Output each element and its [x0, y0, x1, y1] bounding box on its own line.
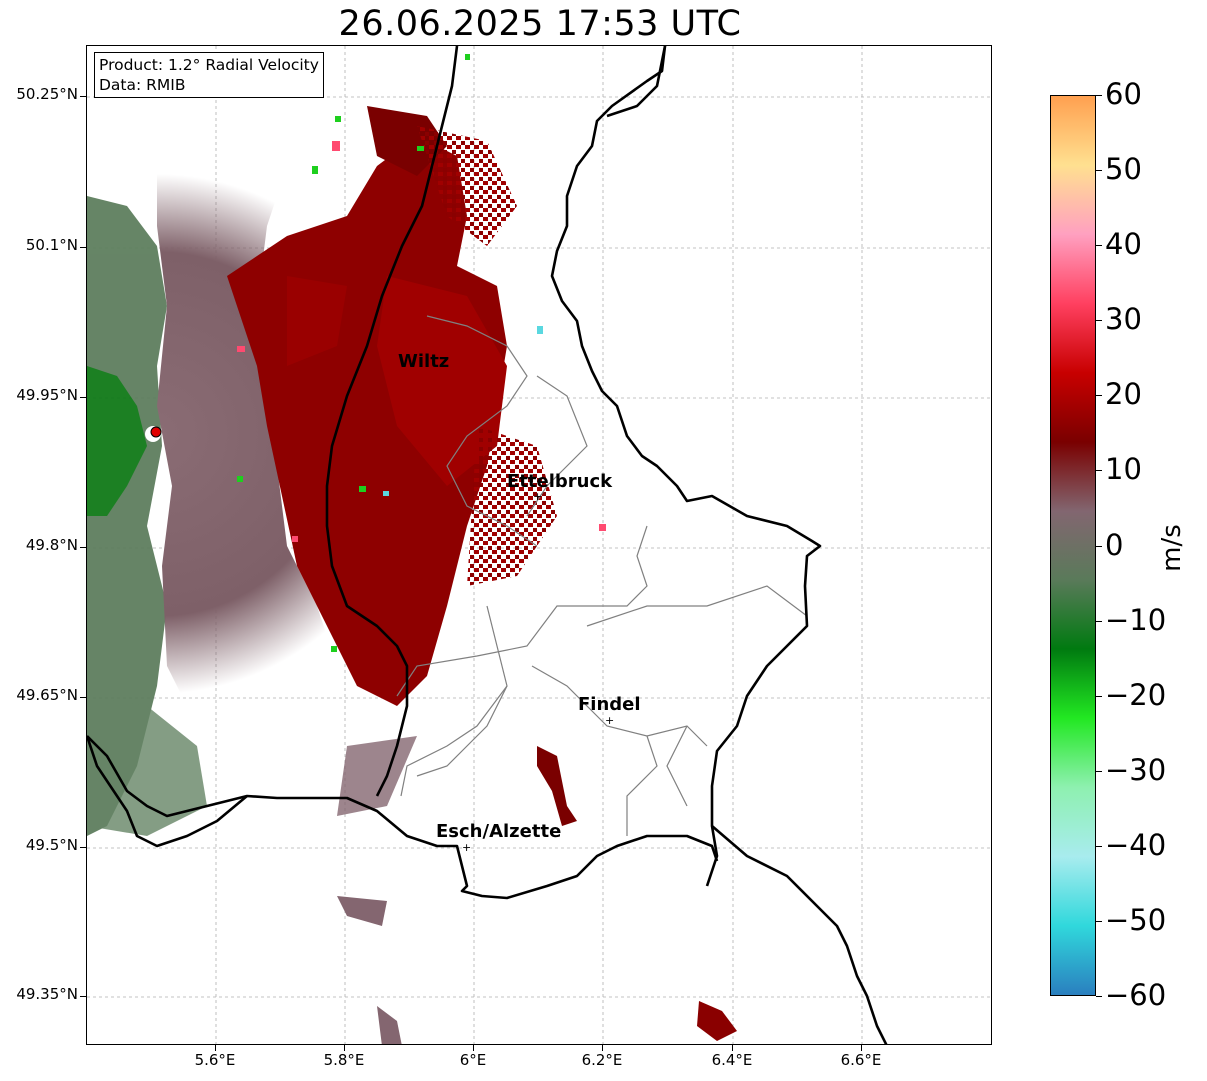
colorbar-tick-label: −30 [1105, 753, 1167, 787]
colorbar-tick-mark [1096, 771, 1102, 772]
colorbar-tick-mark [1096, 546, 1102, 547]
lat-tick-mark [80, 697, 86, 698]
colorbar-tick-label: 50 [1105, 152, 1142, 186]
colorbar-tick-label: 10 [1105, 452, 1142, 486]
lat-tick-mark [80, 247, 86, 248]
colorbar-tick-mark [1096, 846, 1102, 847]
colorbar-tick-label: 40 [1105, 227, 1142, 261]
lat-tick-label: 49.35°N [16, 985, 78, 1003]
colorbar-tick-label: −50 [1105, 903, 1167, 937]
colorbar-tick-mark [1096, 395, 1102, 396]
colorbar-tick-mark [1096, 95, 1102, 96]
colorbar-tick-label: −10 [1105, 603, 1167, 637]
lon-tick-mark [473, 1045, 474, 1051]
data-source-line: Data: RMIB [99, 76, 186, 94]
city-label-ettelbruck: Ettelbruck [507, 471, 613, 492]
colorbar-tick-label: 0 [1105, 528, 1124, 562]
lon-tick-mark [344, 1045, 345, 1051]
lat-tick-label: 49.95°N [16, 386, 78, 404]
colorbar-tick-mark [1096, 696, 1102, 697]
lat-tick-label: 50.1°N [25, 236, 78, 254]
city-plus-icon: + [533, 490, 543, 503]
lat-tick-label: 50.25°N [16, 85, 78, 103]
map-title: 26.06.2025 17:53 UTC [338, 4, 742, 44]
colorbar-tick-label: 20 [1105, 377, 1142, 411]
colorbar-label: m/s [1157, 524, 1187, 572]
lon-tick-mark [602, 1045, 603, 1051]
lon-tick-mark [861, 1045, 862, 1051]
lon-tick-label: 6.6°E [840, 1051, 882, 1069]
colorbar-tick-mark [1096, 621, 1102, 622]
lat-tick-mark [80, 96, 86, 97]
colorbar-tick-mark [1096, 996, 1102, 997]
product-line: Product: 1.2° Radial Velocity [99, 56, 319, 74]
lon-tick-label: 6.2°E [581, 1051, 623, 1069]
green-speckles [237, 54, 470, 652]
velocity-receding [227, 106, 737, 1041]
city-plus-icon: + [605, 714, 615, 727]
colorbar-tick-mark [1096, 245, 1102, 246]
city-label-wiltz: Wiltz [398, 351, 450, 372]
lat-tick-mark [80, 397, 86, 398]
lat-tick-mark [80, 547, 86, 548]
radar-map[interactable] [86, 45, 992, 1045]
city-label-esch-alzette: Esch/Alzette [436, 821, 562, 842]
colorbar-tick-label: −20 [1105, 678, 1167, 712]
cyan-speckles [383, 326, 543, 496]
velocity-approaching [87, 196, 207, 836]
lat-tick-mark [80, 847, 86, 848]
lat-tick-label: 49.5°N [25, 836, 78, 854]
city-plus-icon: + [462, 841, 472, 854]
canton-boundaries [396, 315, 808, 836]
velocity-near-zero [157, 76, 417, 1044]
lat-tick-label: 49.8°N [25, 536, 78, 554]
colorbar-tick-mark [1096, 470, 1102, 471]
colorbar [1050, 95, 1096, 996]
colorbar-tick-label: 30 [1105, 302, 1142, 336]
lon-tick-label: 6°E [459, 1051, 487, 1069]
national-borders [87, 46, 888, 1044]
lon-tick-label: 5.6°E [194, 1051, 236, 1069]
product-info-box: Product: 1.2° Radial Velocity Data: RMIB [94, 52, 324, 98]
colorbar-tick-mark [1096, 170, 1102, 171]
lat-tick-label: 49.65°N [16, 686, 78, 704]
colorbar-tick-label: −40 [1105, 828, 1167, 862]
lon-tick-label: 6.4°E [711, 1051, 753, 1069]
city-label-findel: Findel [578, 694, 641, 715]
lat-tick-mark [80, 996, 86, 997]
radar-site-marker [145, 426, 162, 442]
lon-tick-mark [732, 1045, 733, 1051]
colorbar-tick-label: −60 [1105, 978, 1167, 1012]
colorbar-tick-mark [1096, 320, 1102, 321]
lon-tick-mark [215, 1045, 216, 1051]
colorbar-tick-label: 60 [1105, 77, 1142, 111]
lon-tick-label: 5.8°E [323, 1051, 365, 1069]
pink-speckles [237, 141, 606, 542]
map-canvas [87, 46, 991, 1044]
colorbar-tick-mark [1096, 921, 1102, 922]
